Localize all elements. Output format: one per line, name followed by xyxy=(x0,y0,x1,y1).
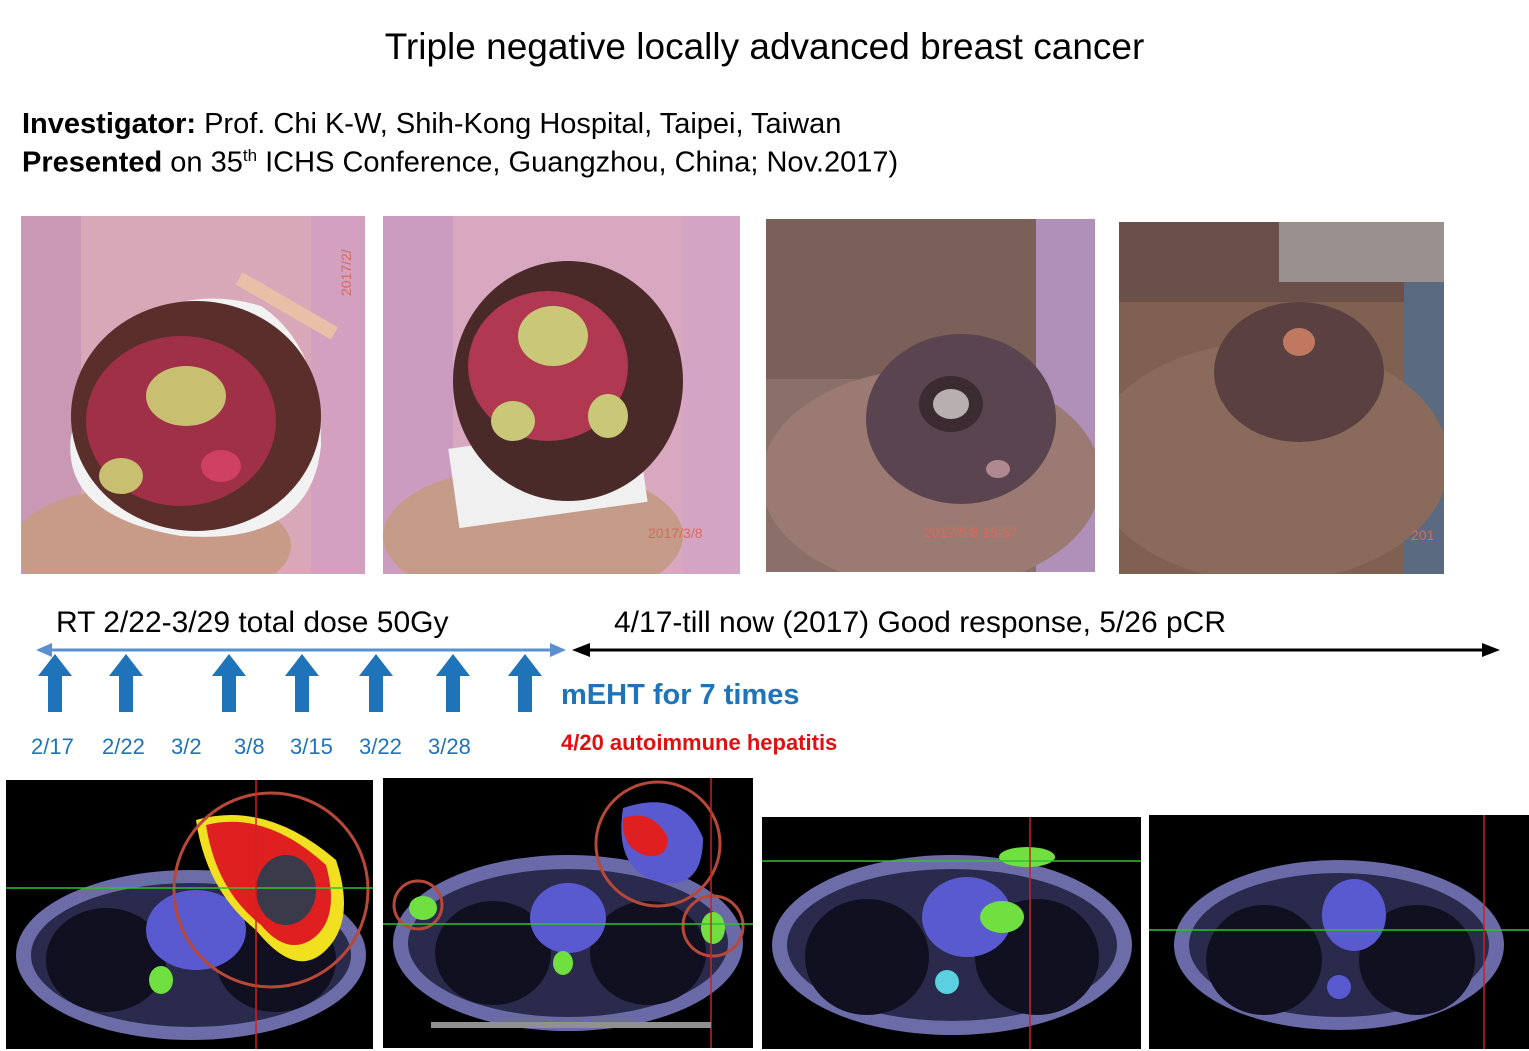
pet-ct-scan-2 xyxy=(383,778,753,1048)
hepatitis-label: 4/20 autoimmune hepatitis xyxy=(561,730,838,755)
session-date-7: 3/28 xyxy=(428,734,471,759)
investigator-value: Prof. Chi K-W, Shih-Kong Hospital, Taipe… xyxy=(204,108,842,140)
session-date-6: 3/22 xyxy=(359,734,402,759)
photo-4-stamp: 201 xyxy=(1411,527,1435,543)
presented-pre: on 35 xyxy=(170,146,243,179)
photo-3-stamp: 2017/5/8 15:57 xyxy=(924,524,1018,540)
meht-arrow-1 xyxy=(38,654,72,712)
investigator-label: Investigator: xyxy=(22,108,197,140)
presented-label: Presented xyxy=(22,146,163,179)
meht-session-arrows xyxy=(38,654,542,712)
meht-arrow-4 xyxy=(285,654,319,712)
meht-arrow-6 xyxy=(436,654,470,712)
meht-arrow-3 xyxy=(212,654,246,712)
pet-ct-scan-1 xyxy=(6,780,373,1049)
clinical-photo-4: 201 xyxy=(1119,222,1444,574)
clinical-photo-2: 2017/3/8 xyxy=(383,216,740,574)
meht-arrow-2 xyxy=(109,654,143,712)
photo-2-stamp: 2017/3/8 xyxy=(648,525,703,541)
meht-label: mEHT for 7 times xyxy=(561,679,800,711)
session-date-3: 3/2 xyxy=(171,734,202,759)
followup-period-text: 4/17-till now (2017) Good response, 5/26… xyxy=(614,606,1227,639)
presented-line: Presented on 35th ICHS Conference, Guang… xyxy=(22,146,898,180)
rt-double-arrow xyxy=(36,643,566,657)
presented-sup: th xyxy=(242,146,258,165)
meht-arrow-7 xyxy=(508,654,542,712)
timeline-arrows xyxy=(36,643,1500,712)
pet-ct-scan-4 xyxy=(1149,815,1529,1049)
slide-title: Triple negative locally advanced breast … xyxy=(384,26,1145,67)
investigator-line: Investigator: Prof. Chi K-W, Shih-Kong H… xyxy=(22,108,841,141)
clinical-photo-1: 2017/2/ xyxy=(21,216,365,574)
rt-period-text: RT 2/22-3/29 total dose 50Gy xyxy=(56,606,449,639)
session-date-2: 2/22 xyxy=(102,734,145,759)
photo-1-stamp: 2017/2/ xyxy=(338,249,354,296)
session-date-1: 2/17 xyxy=(31,734,74,759)
presented-post: ICHS Conference, Guangzhou, China; Nov.2… xyxy=(265,146,899,179)
session-date-4: 3/8 xyxy=(234,734,265,759)
clinical-photo-3: 2017/5/8 15:57 xyxy=(766,219,1095,572)
session-date-5: 3/15 xyxy=(290,734,333,759)
meht-arrow-5 xyxy=(359,654,393,712)
followup-double-arrow xyxy=(572,643,1500,657)
pet-ct-scan-3 xyxy=(762,817,1141,1049)
